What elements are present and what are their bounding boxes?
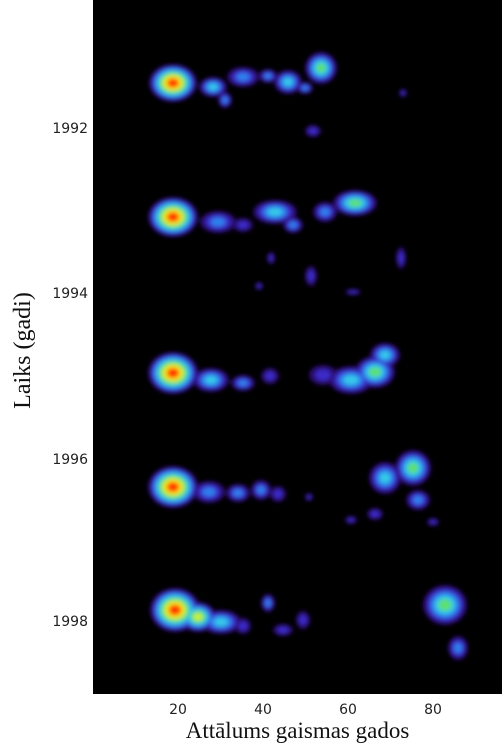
emission-knot-37-level-4 xyxy=(407,462,419,474)
emission-knot-4-level-2 xyxy=(264,73,272,79)
emission-knot-0-level-7 xyxy=(167,78,179,88)
emission-knot-38-level-2 xyxy=(413,495,423,505)
image-panel xyxy=(93,0,502,694)
emission-knot-50-level-2 xyxy=(453,643,463,653)
emission-knot-2-level-2 xyxy=(222,96,228,104)
emission-knot-23-level-3 xyxy=(204,375,218,385)
emission-knot-42-level-7 xyxy=(169,604,181,616)
x-tick-40: 40 xyxy=(254,702,272,718)
y-tick-1998: 1998 xyxy=(52,614,88,630)
emission-knot-14-level-2 xyxy=(288,221,298,229)
y-tick-1996: 1996 xyxy=(52,452,88,468)
emission-knot-13-level-3 xyxy=(267,207,283,217)
emission-knot-30-level-7 xyxy=(167,482,179,492)
emission-knot-16-level-4 xyxy=(348,199,362,207)
emission-knot-5-level-3 xyxy=(283,77,293,87)
emission-knot-48-level-1 xyxy=(299,615,307,625)
emission-knot-17-level-1 xyxy=(398,251,404,265)
emission-knot-6-level-2 xyxy=(301,85,309,91)
x-tick-20: 20 xyxy=(169,702,187,718)
emission-knot-31-level-2 xyxy=(202,487,216,497)
emission-knot-25-level-1 xyxy=(265,371,275,381)
emission-knot-18-level-1 xyxy=(307,270,315,282)
emission-knot-49-level-4 xyxy=(438,599,452,611)
emission-knot-34-level-1 xyxy=(273,489,283,499)
emission-knot-28-level-4 xyxy=(369,367,381,377)
emission-knot-26-level-1 xyxy=(315,369,331,381)
emission-knot-45-level-1 xyxy=(238,621,248,631)
emission-knot-12-level-1 xyxy=(237,221,249,229)
emission-knot-3-level-2 xyxy=(236,72,250,82)
emission-knot-21-level-1 xyxy=(348,290,358,294)
emission-knot-46-level-2 xyxy=(265,599,271,607)
emission-knot-43-level-5 xyxy=(193,613,203,621)
emission-knot-29-level-3 xyxy=(379,350,391,360)
emission-knot-41-level-1 xyxy=(429,519,437,525)
x-tick-80: 80 xyxy=(424,702,442,718)
emission-knot-44-level-3 xyxy=(214,617,228,627)
emission-knot-47-level-1 xyxy=(277,626,289,634)
emission-knot-32-level-2 xyxy=(233,489,243,497)
emission-knot-27-level-3 xyxy=(343,375,359,385)
emission-knot-36-level-3 xyxy=(379,472,391,484)
emission-knot-7-level-4 xyxy=(316,63,326,73)
emission-knot-8-level-1 xyxy=(400,90,406,96)
emission-knot-22-level-7 xyxy=(167,368,179,378)
emission-knot-20-level-1 xyxy=(256,283,262,289)
y-tick-1994: 1994 xyxy=(52,286,88,302)
emission-knot-9-level-1 xyxy=(308,127,318,135)
emission-knot-35-level-1 xyxy=(306,494,312,500)
x-tick-60: 60 xyxy=(339,702,357,718)
radio-image-sequence xyxy=(148,52,468,660)
emission-knot-19-level-1 xyxy=(268,254,274,262)
emission-knot-40-level-1 xyxy=(370,510,380,518)
emission-knot-15-level-2 xyxy=(320,207,330,217)
emission-knot-24-level-2 xyxy=(238,379,248,387)
emission-knot-11-level-2 xyxy=(210,217,226,227)
emission-knot-39-level-1 xyxy=(347,517,355,523)
x-axis-label: Attālums gaismas gados xyxy=(185,718,410,743)
y-tick-1992: 1992 xyxy=(52,121,88,137)
emission-knot-10-level-7 xyxy=(167,212,179,222)
emission-knot-1-level-3 xyxy=(208,83,218,91)
y-axis-label: Laiks (gadi) xyxy=(9,291,36,409)
emission-knot-33-level-2 xyxy=(256,485,266,495)
